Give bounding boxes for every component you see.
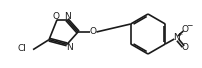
Text: +: + bbox=[176, 31, 182, 37]
Text: O: O bbox=[52, 12, 59, 21]
Text: O: O bbox=[89, 27, 96, 37]
Text: O: O bbox=[181, 24, 188, 34]
Text: N: N bbox=[172, 34, 179, 42]
Text: −: − bbox=[186, 21, 192, 31]
Text: Cl: Cl bbox=[17, 44, 26, 53]
Text: N: N bbox=[66, 43, 73, 52]
Text: N: N bbox=[64, 12, 71, 21]
Text: O: O bbox=[181, 44, 188, 52]
